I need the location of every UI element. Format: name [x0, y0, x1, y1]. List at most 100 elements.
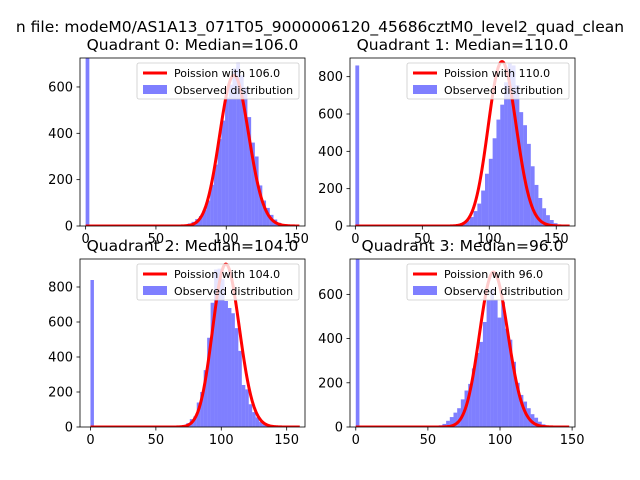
y-tick-label: 600 — [48, 316, 73, 331]
x-tick-label: 0 — [351, 232, 359, 247]
histogram-bar — [481, 190, 485, 226]
panel-quadrant-0: 0 50 100 150 0 200 400 600 Quadrant 0: Median=10… — [48, 36, 309, 247]
histogram-bar — [236, 62, 240, 226]
x-tick-label: 0 — [81, 232, 89, 247]
legend-box — [406, 263, 570, 301]
histogram-bar — [482, 322, 487, 427]
histogram-bar — [254, 156, 259, 226]
histogram-bar — [469, 217, 474, 226]
histogram-bar — [453, 412, 458, 427]
histogram-bar — [231, 313, 235, 427]
y-tick-label: 400 — [48, 351, 73, 366]
legend-box — [136, 62, 300, 100]
histogram-bar — [542, 208, 547, 226]
histogram-bar — [243, 87, 248, 226]
panel-quadrant-1: 0 50 100 150 0 200 400 600 800 Quadrant 1: Median… — [318, 36, 576, 247]
histogram-bar — [227, 308, 232, 427]
histogram-bar — [504, 328, 509, 427]
histogram-bar — [493, 299, 498, 427]
histogram-bar — [477, 203, 482, 226]
poisson-fit-line — [84, 73, 301, 226]
y-tick-label: 0 — [335, 220, 343, 235]
histogram-bar — [228, 84, 233, 226]
legend-fit-label: Poission with 96.0 — [444, 268, 543, 281]
legend-observed-label: Observed distribution — [444, 285, 563, 298]
histogram-bar — [538, 198, 543, 226]
axes-frame — [79, 57, 306, 227]
histogram-bar — [515, 85, 520, 226]
y-tick-label: 800 — [48, 281, 73, 296]
histogram-bar — [224, 301, 228, 427]
histogram-bar — [471, 368, 476, 427]
poisson-fit-line — [89, 262, 301, 427]
histogram-bar — [238, 350, 242, 427]
plot-area — [354, 60, 571, 226]
histogram-bar — [198, 216, 203, 226]
legend-fit-label: Poission with 110.0 — [444, 67, 550, 80]
x-tick-label: 50 — [414, 232, 431, 247]
y-tick-label: 200 — [318, 376, 343, 391]
histogram-bar — [262, 200, 267, 226]
histogram-bar — [234, 328, 239, 427]
histogram-bar — [207, 337, 211, 427]
histogram-bar-zero — [85, 58, 90, 226]
y-tick-label: 600 — [318, 288, 343, 303]
histogram-bar — [457, 408, 461, 427]
histogram-bar — [193, 416, 197, 427]
panel-title: Quadrant 3: Median=96.0 — [362, 237, 564, 255]
panel-title: Quadrant 2: Median=104.0 — [87, 237, 299, 255]
histogram-bar — [221, 279, 225, 427]
legend-observed-label: Observed distribution — [174, 285, 293, 298]
x-tick-label: 100 — [214, 232, 239, 247]
histogram-bar — [202, 209, 207, 226]
histogram-bar — [496, 119, 501, 226]
histogram-bar — [259, 421, 263, 427]
histogram-bar — [468, 383, 472, 427]
y-tick-label: 600 — [318, 108, 343, 123]
histogram-bar — [534, 184, 539, 226]
x-tick-label: 150 — [284, 232, 309, 247]
legend-observed-swatch — [413, 286, 437, 295]
histogram-bar — [206, 200, 211, 226]
legend-observed-label: Observed distribution — [174, 84, 293, 97]
legend-observed-swatch — [413, 85, 437, 94]
histogram-bar — [245, 389, 249, 427]
histogram-bar — [262, 424, 267, 427]
histogram-bar — [203, 370, 208, 427]
x-tick-label: 0 — [352, 433, 360, 448]
histogram-bar — [512, 361, 517, 427]
legend-fit-label: Poission with 104.0 — [174, 268, 280, 281]
histogram-bar — [241, 385, 246, 427]
histogram-bar — [500, 104, 505, 226]
histogram-bar — [217, 139, 222, 226]
panel-quadrant-2: 0 50 100 150 0 200 400 600 800 Quadrant 2: Median… — [48, 237, 306, 448]
histogram-bar — [490, 288, 494, 427]
histogram-bar — [210, 302, 215, 427]
y-tick-label: 200 — [48, 173, 73, 188]
legend: Poission with 96.0 Observed distribution — [406, 263, 570, 301]
x-tick-label: 100 — [488, 433, 513, 448]
histogram-bar — [519, 394, 524, 427]
histogram-bar — [486, 299, 491, 427]
legend-observed-swatch — [143, 286, 167, 295]
panel-title: Quadrant 0: Median=106.0 — [87, 36, 299, 54]
legend-box — [136, 263, 300, 301]
y-tick-label: 0 — [335, 421, 343, 436]
y-tick-label: 400 — [318, 145, 343, 160]
axes-frame — [349, 57, 576, 227]
histogram-bar — [473, 211, 478, 226]
histogram-bar — [221, 120, 226, 226]
histogram-bar — [239, 75, 244, 226]
histogram-bar — [196, 402, 201, 427]
x-tick-label: 150 — [274, 433, 299, 448]
histogram-bar — [251, 142, 255, 226]
legend: Poission with 110.0 Observed distribution — [406, 62, 570, 100]
plot-area — [89, 262, 301, 427]
histogram-bar — [255, 417, 260, 427]
y-tick-label: 0 — [65, 421, 73, 436]
x-tick-label: 150 — [544, 232, 569, 247]
histogram-bar — [526, 143, 531, 226]
histogram-bar — [519, 112, 524, 226]
legend: Poission with 104.0 Observed distribution — [136, 263, 300, 301]
